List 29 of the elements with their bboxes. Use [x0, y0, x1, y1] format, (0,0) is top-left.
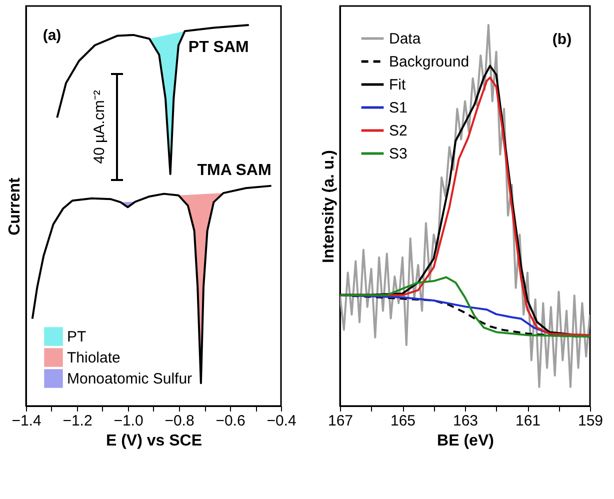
- y-axis-title: Current: [6, 176, 24, 236]
- legend-label: Monoatomic Sulfur: [67, 370, 192, 388]
- legend-label: Data: [389, 30, 422, 48]
- x-tick-label: −1.4: [12, 412, 42, 430]
- x-tick-label: −1.0: [114, 412, 144, 430]
- legend-label: Thiolate: [67, 350, 120, 366]
- x-tick-label: 163: [452, 412, 478, 430]
- legend-label: S1: [389, 100, 408, 116]
- y-axis-title: Intensity (a. u.): [320, 150, 338, 263]
- x-tick-label: −0.8: [164, 412, 194, 430]
- annotation: (a): [42, 27, 62, 44]
- annotation: 40 µA.cm⁻²: [91, 90, 108, 164]
- x-tick-label: 161: [515, 412, 541, 430]
- x-tick-label: −1.2: [62, 412, 92, 430]
- x-tick-label: −0.6: [216, 412, 246, 430]
- legend-label: PT: [67, 328, 86, 346]
- legend-label: S2: [389, 122, 408, 140]
- x-tick-label: 159: [578, 412, 604, 430]
- x-tick-label: 165: [390, 412, 416, 430]
- legend-label: Fit: [389, 76, 406, 94]
- x-axis-title: BE (eV): [437, 432, 494, 450]
- legend-label: Background: [389, 54, 470, 70]
- legend-label: S3: [389, 146, 408, 162]
- annotation: (b): [552, 31, 572, 48]
- series-label: PT SAM: [188, 39, 249, 56]
- series-label: TMA SAM: [197, 162, 272, 179]
- x-tick-label: −0.4: [266, 412, 296, 430]
- x-tick-label: 167: [328, 412, 354, 430]
- x-axis-title: E (V) vs SCE: [106, 432, 202, 450]
